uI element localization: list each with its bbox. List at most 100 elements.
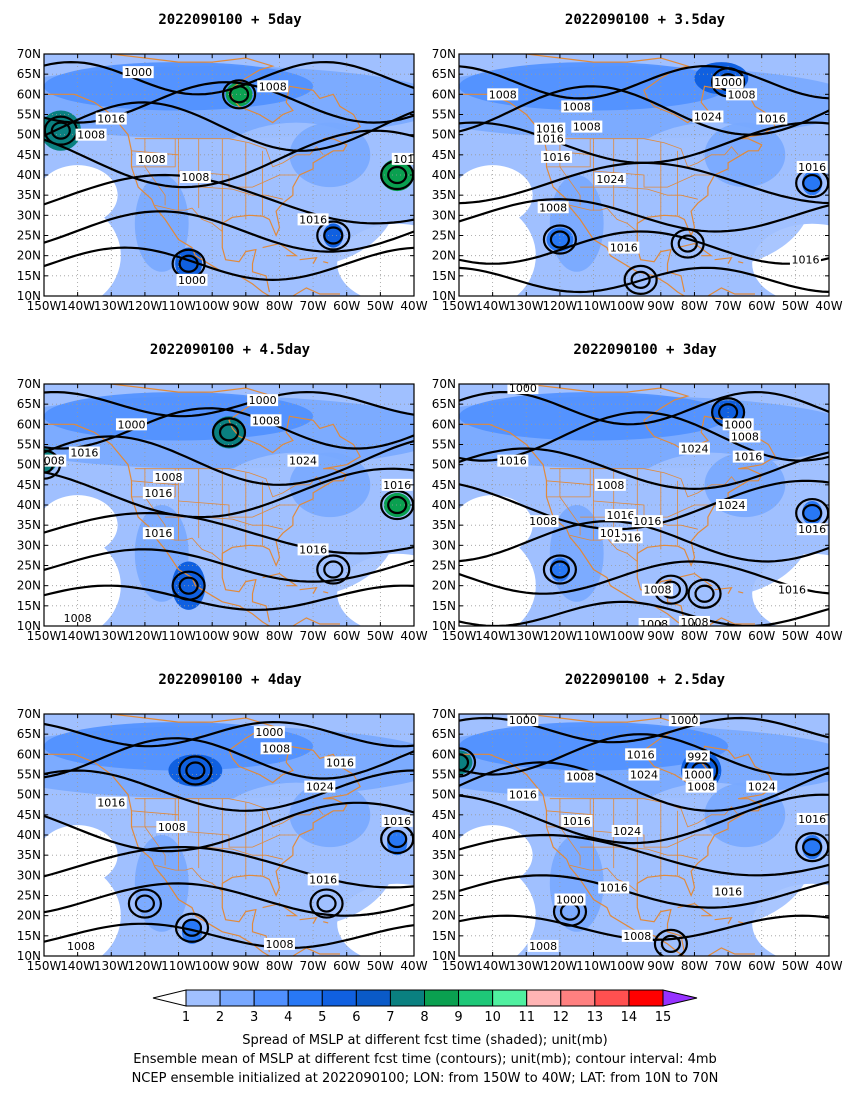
isobar-contour xyxy=(44,882,414,917)
lon-tick-label: 130W xyxy=(509,299,544,313)
contour-label: 1008 xyxy=(640,618,668,631)
lon-tick-label: 140W xyxy=(475,299,510,313)
lat-tick-label: 60N xyxy=(17,417,41,431)
contour-label-bg xyxy=(324,756,356,769)
lon-tick-label: 140W xyxy=(60,299,95,313)
lat-tick-label: 35N xyxy=(432,518,456,532)
lat-tick-label: 25N xyxy=(432,889,456,903)
map-panel-3-5day: 1008 1008 1016 1008 1016 1016 1000 1008 1024 1016… xyxy=(432,47,843,313)
lat-tick-label: 40N xyxy=(432,828,456,842)
isobar-contour-closed xyxy=(316,220,351,251)
contour-label-bg xyxy=(287,454,319,467)
map-panel-2-5day: 1000 1000 1016 992 1008 1024 1000 1008 1024 1016 1… xyxy=(432,707,843,973)
isobar-contour-closed xyxy=(127,888,163,919)
lat-tick-label: 45N xyxy=(432,148,456,162)
contour-label: 1008 xyxy=(154,471,182,484)
contour-label-bg xyxy=(260,742,292,755)
lon-tick-label: 140W xyxy=(60,959,95,973)
isobar-contour-closed xyxy=(211,417,247,448)
contour-label: 1008 xyxy=(181,171,209,184)
contour-label-bg xyxy=(257,80,289,93)
lat-tick-label: 45N xyxy=(432,808,456,822)
contour-label-bg xyxy=(678,615,710,626)
contour-label-bg xyxy=(297,213,329,226)
coastline xyxy=(221,891,270,953)
colorbar-level-label: 9 xyxy=(454,1010,462,1025)
contour-label-bg xyxy=(796,812,828,825)
lon-tick-label: 90W xyxy=(232,959,259,973)
lat-tick-label: 40N xyxy=(432,498,456,512)
coastline xyxy=(111,714,362,898)
colorbar-segment xyxy=(253,989,289,1007)
lon-tick-label: 80W xyxy=(681,299,708,313)
isobar-contour xyxy=(459,560,829,595)
contour-label-bg xyxy=(247,394,279,407)
colorbar-segment xyxy=(287,989,323,1007)
lon-tick-label: 90W xyxy=(647,299,674,313)
contour-label: 1016 xyxy=(299,213,327,226)
spread-shading-low xyxy=(44,200,121,296)
contour-label-bg xyxy=(571,120,603,133)
contour-label: 1016 xyxy=(144,487,172,500)
contour-label-bg xyxy=(692,110,724,123)
lon-tick-label: 70W xyxy=(715,959,742,973)
isobar-contour xyxy=(44,467,414,519)
colorbar-segment xyxy=(594,989,630,1007)
map-panel-5day: 1000 1008 1016 1008 1008 1008 1016 1000 1016 150W… xyxy=(17,47,428,313)
contour-label: 1008 xyxy=(573,121,601,134)
state-border xyxy=(546,468,591,498)
state-border xyxy=(617,846,698,860)
lat-tick-label: 35N xyxy=(17,518,41,532)
state-border xyxy=(144,138,166,206)
lat-tick-label: 10N xyxy=(432,289,456,303)
lat-tick-label: 35N xyxy=(432,188,456,202)
coastline xyxy=(738,921,744,924)
contour-label-bg xyxy=(507,714,539,727)
contour-label: 1000 xyxy=(249,394,277,407)
lon-tick-label: 60W xyxy=(333,629,360,643)
lon-tick-label: 80W xyxy=(266,959,293,973)
lon-tick-label: 60W xyxy=(748,299,775,313)
isobar-contour-closed xyxy=(185,761,206,780)
isobar-contour-closed xyxy=(316,554,351,585)
state-border xyxy=(131,480,179,486)
spread-shading-max xyxy=(387,830,408,856)
contour-label: 1016 xyxy=(734,451,762,464)
contour-label-bg xyxy=(115,418,147,431)
colorbar-level-label: 1 xyxy=(182,1010,190,1025)
lat-tick-label: 60N xyxy=(432,87,456,101)
isobar-contour-closed xyxy=(802,173,823,193)
contour-label-bg xyxy=(179,171,211,184)
lon-tick-label: 80W xyxy=(266,299,293,313)
colorbar-level-label: 2 xyxy=(216,1010,224,1025)
contour-label-bg xyxy=(732,450,764,463)
contour-label-bg xyxy=(497,454,529,467)
lat-tick-label: 30N xyxy=(17,538,41,552)
contour-label: 1016 xyxy=(600,881,628,894)
isobar-contour xyxy=(44,210,414,253)
lat-tick-label: 45N xyxy=(432,478,456,492)
lon-tick-label: 50W xyxy=(367,299,394,313)
lat-tick-label: 70N xyxy=(432,377,456,391)
isobar-contour-closed xyxy=(687,578,722,609)
lon-tick-label: 50W xyxy=(782,959,809,973)
lon-tick-label: 50W xyxy=(782,299,809,313)
colorbar-level-label: 13 xyxy=(587,1010,604,1025)
contour-label: 1016 xyxy=(299,543,327,556)
contour-label: 1000 xyxy=(178,274,206,287)
lon-tick-label: 60W xyxy=(333,959,360,973)
isobar-contour-closed xyxy=(387,495,408,515)
isobar-contour xyxy=(459,85,829,136)
colorbar-level-label: 10 xyxy=(484,1010,501,1025)
contour-label: 992 xyxy=(687,750,708,763)
contour-label-bg xyxy=(594,478,626,491)
panel-title-5day: 2022090100 + 5day xyxy=(158,12,302,28)
lat-tick-label: 25N xyxy=(17,889,41,903)
lat-tick-label: 45N xyxy=(17,148,41,162)
contour-label-bg xyxy=(122,66,154,79)
contour-label-bg xyxy=(561,814,593,827)
isobar-contour xyxy=(44,101,414,152)
contour-label: 1008 xyxy=(259,80,287,93)
contour-label: 1008 xyxy=(680,616,708,629)
contour-label-bg xyxy=(527,515,559,528)
